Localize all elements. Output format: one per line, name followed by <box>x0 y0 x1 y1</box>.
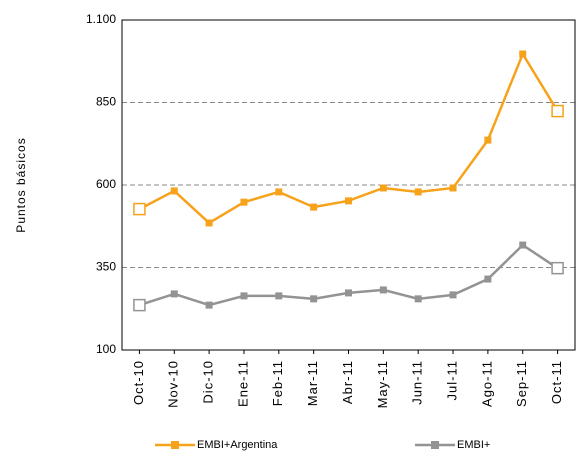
data-point <box>205 219 213 227</box>
data-point <box>170 187 178 195</box>
data-point <box>240 292 248 300</box>
data-point <box>449 184 457 192</box>
x-tick-label: Oct-10 <box>131 360 146 405</box>
legend-label: EMBI+ <box>457 439 490 451</box>
data-point <box>414 295 422 303</box>
y-tick-label: 100 <box>96 342 116 356</box>
data-point <box>449 291 457 299</box>
x-tick-label: Jun-11 <box>410 360 425 405</box>
data-point <box>133 298 146 312</box>
x-tick-label: Oct-11 <box>549 360 564 404</box>
legend-marker <box>431 441 439 449</box>
data-point <box>414 188 422 196</box>
data-point <box>484 275 492 283</box>
x-tick-label: Dic-10 <box>201 360 216 404</box>
data-point <box>170 290 178 298</box>
x-tick-label: Mar-11 <box>305 360 320 406</box>
x-tick-label: Jul-11 <box>444 360 459 400</box>
y-tick-label: 1.100 <box>86 12 116 26</box>
x-tick-label: Ago-11 <box>479 360 494 407</box>
y-tick-label: 850 <box>96 95 116 109</box>
data-point <box>275 292 283 300</box>
data-point <box>551 261 564 275</box>
data-point <box>484 136 492 144</box>
y-tick-label: 350 <box>96 260 116 274</box>
data-point <box>310 295 318 303</box>
x-tick-label: Abr-11 <box>340 360 355 404</box>
data-point <box>240 198 248 206</box>
data-point <box>519 50 527 58</box>
data-point <box>133 202 146 216</box>
x-tick-label: Nov-10 <box>166 360 181 408</box>
legend-label: EMBI+Argentina <box>197 439 278 451</box>
legend-marker <box>171 441 179 449</box>
y-axis-label: Puntos básicos <box>14 137 28 232</box>
data-point <box>519 241 527 249</box>
x-tick-label: May-11 <box>375 360 390 408</box>
data-point <box>275 188 283 196</box>
x-tick-label: Sep-11 <box>514 360 529 407</box>
data-point <box>205 301 213 309</box>
x-tick-label: Feb-11 <box>270 360 285 406</box>
data-point <box>310 203 318 211</box>
data-point <box>551 104 564 118</box>
data-point <box>379 286 387 294</box>
data-point <box>345 289 352 297</box>
data-point <box>379 184 387 192</box>
data-point <box>345 197 352 205</box>
x-tick-label: Ene-11 <box>235 360 250 407</box>
y-tick-label: 600 <box>96 177 116 191</box>
